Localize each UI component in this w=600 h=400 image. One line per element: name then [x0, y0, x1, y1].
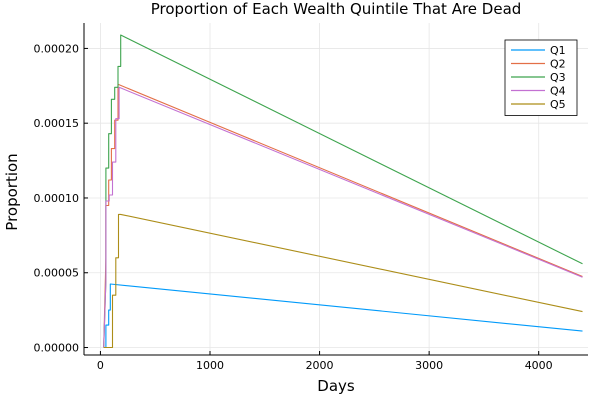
- grid: [84, 23, 588, 355]
- legend-label-q5: Q5: [550, 98, 566, 111]
- y-tick-label: 0.00005: [34, 267, 80, 280]
- y-tick-label: 0.00015: [34, 117, 80, 130]
- y-tick-label: 0.00020: [34, 42, 80, 55]
- x-axis-label: Days: [317, 377, 355, 395]
- y-tick-label: 0.00010: [34, 192, 80, 205]
- y-axis-label: Proportion: [3, 153, 21, 230]
- legend-label-q3: Q3: [550, 71, 566, 84]
- legend-label-q1: Q1: [550, 44, 566, 57]
- series-line-q3: [103, 34, 583, 348]
- x-tick-label: 1000: [196, 359, 224, 372]
- series-line-q1: [103, 283, 583, 349]
- x-tick-label: 3000: [415, 359, 443, 372]
- legend-label-q2: Q2: [550, 58, 566, 71]
- x-tick-label: 2000: [306, 359, 334, 372]
- series-layer: [103, 34, 583, 349]
- series-line-q5: [103, 213, 583, 349]
- legend-label-q4: Q4: [550, 85, 566, 98]
- x-tick-label: 0: [97, 359, 104, 372]
- x-tick-label: 4000: [525, 359, 553, 372]
- tick-labels: 0 1000 2000 3000 4000 0.00000 0.00005 0.00010 0.…: [34, 42, 553, 372]
- y-tick-label: 0.00000: [34, 342, 80, 355]
- series-line-q2: [103, 83, 583, 348]
- series-line-q4: [103, 86, 583, 348]
- axes: [83, 23, 588, 356]
- legend-box: [504, 39, 578, 116]
- chart-title: Proportion of Each Wealth Quintile That …: [151, 0, 522, 18]
